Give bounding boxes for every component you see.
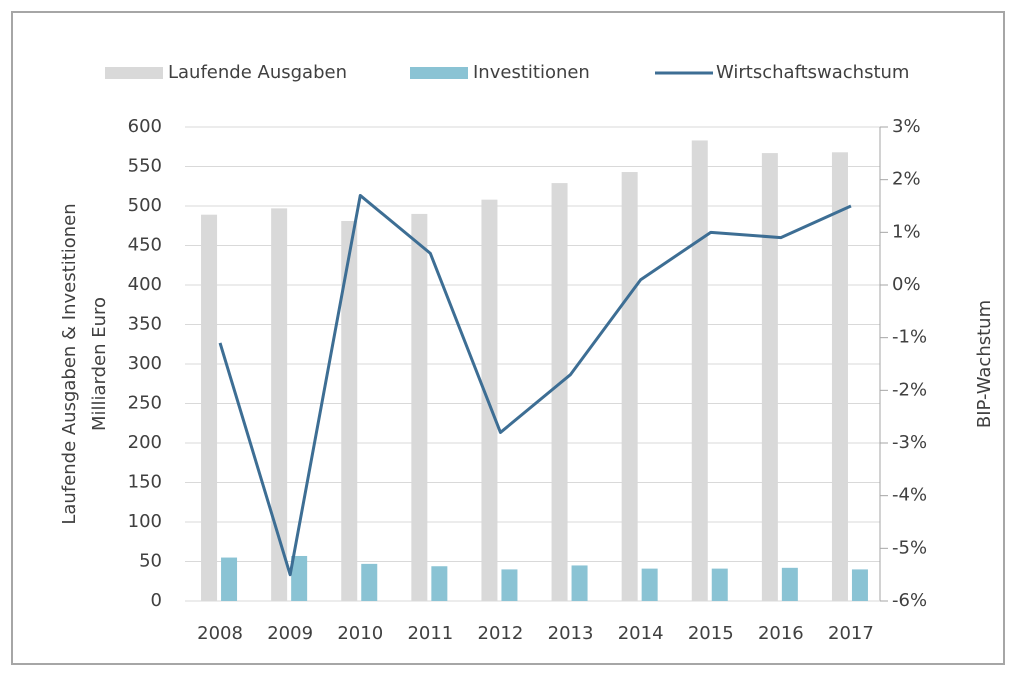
y-tick-label: 600 xyxy=(128,116,162,137)
y2-axis-title: BIP-Wachstum xyxy=(974,300,995,428)
bar xyxy=(831,152,848,601)
bar xyxy=(431,566,448,601)
y-tick-label: 0 xyxy=(151,590,162,611)
x-tick-label: 2015 xyxy=(688,623,734,644)
y-tick-label: 400 xyxy=(128,274,162,295)
bar xyxy=(201,214,218,601)
legend-label: Wirtschaftswachstum xyxy=(716,62,909,83)
bar xyxy=(551,183,568,601)
y2-tick-label: -3% xyxy=(892,432,927,453)
bar xyxy=(221,557,238,601)
bar xyxy=(691,140,708,601)
bar xyxy=(411,213,428,601)
x-tick-label: 2009 xyxy=(267,623,313,644)
x-tick-label: 2014 xyxy=(618,623,664,644)
legend-label: Investitionen xyxy=(473,62,590,83)
x-tick-label: 2012 xyxy=(478,623,524,644)
x-tick-label: 2017 xyxy=(828,623,874,644)
y-tick-label: 500 xyxy=(128,195,162,216)
bar xyxy=(361,563,378,601)
x-tick-label: 2011 xyxy=(407,623,453,644)
bar xyxy=(851,569,868,601)
y2-tick-label: 1% xyxy=(892,221,921,242)
x-tick-label: 2010 xyxy=(337,623,383,644)
y2-tick-label: -2% xyxy=(892,379,927,400)
bar xyxy=(501,569,518,601)
y-tick-label: 550 xyxy=(128,156,162,177)
y-axis-title: Milliarden Euro xyxy=(89,297,110,431)
bar xyxy=(781,567,798,601)
line xyxy=(218,193,852,577)
x-tick-label: 2016 xyxy=(758,623,804,644)
y2-tick-label: -1% xyxy=(892,327,927,348)
y-tick-label: 300 xyxy=(128,353,162,374)
y-tick-label: 150 xyxy=(128,472,162,493)
x-tick-label: 2013 xyxy=(548,623,594,644)
bar xyxy=(291,555,308,601)
y-tick-label: 250 xyxy=(128,393,162,414)
y2-tick-label: 0% xyxy=(892,274,921,295)
y-tick-label: 50 xyxy=(139,551,162,572)
y2-tick-label: 2% xyxy=(892,169,921,190)
y2-tick-label: 3% xyxy=(892,116,921,137)
bar xyxy=(761,153,778,601)
bar xyxy=(641,568,658,601)
bar xyxy=(271,208,288,601)
x-tick-label: 2008 xyxy=(197,623,243,644)
y-axis-title: Laufende Ausgaben & Investitionen xyxy=(59,203,80,524)
y2-tick-label: -6% xyxy=(892,590,927,611)
bar xyxy=(571,565,588,601)
y-tick-label: 200 xyxy=(128,432,162,453)
legend-key xyxy=(410,67,468,79)
legend-key xyxy=(105,67,163,79)
y-tick-label: 350 xyxy=(128,314,162,335)
y2-tick-label: -5% xyxy=(892,537,927,558)
bar xyxy=(711,568,728,601)
y2-tick-label: -4% xyxy=(892,485,927,506)
legend-label: Laufende Ausgaben xyxy=(168,62,347,83)
bar xyxy=(621,172,638,601)
bar xyxy=(341,221,358,601)
y-tick-label: 450 xyxy=(128,235,162,256)
y-tick-label: 100 xyxy=(128,511,162,532)
